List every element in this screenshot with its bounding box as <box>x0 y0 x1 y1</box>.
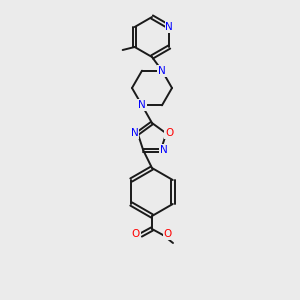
Text: N: N <box>165 22 173 32</box>
Text: N: N <box>158 66 166 76</box>
Text: N: N <box>138 100 146 110</box>
Text: O: O <box>164 229 172 239</box>
Text: O: O <box>132 229 140 239</box>
Text: N: N <box>160 145 168 155</box>
Text: N: N <box>131 128 139 138</box>
Text: O: O <box>165 128 173 138</box>
